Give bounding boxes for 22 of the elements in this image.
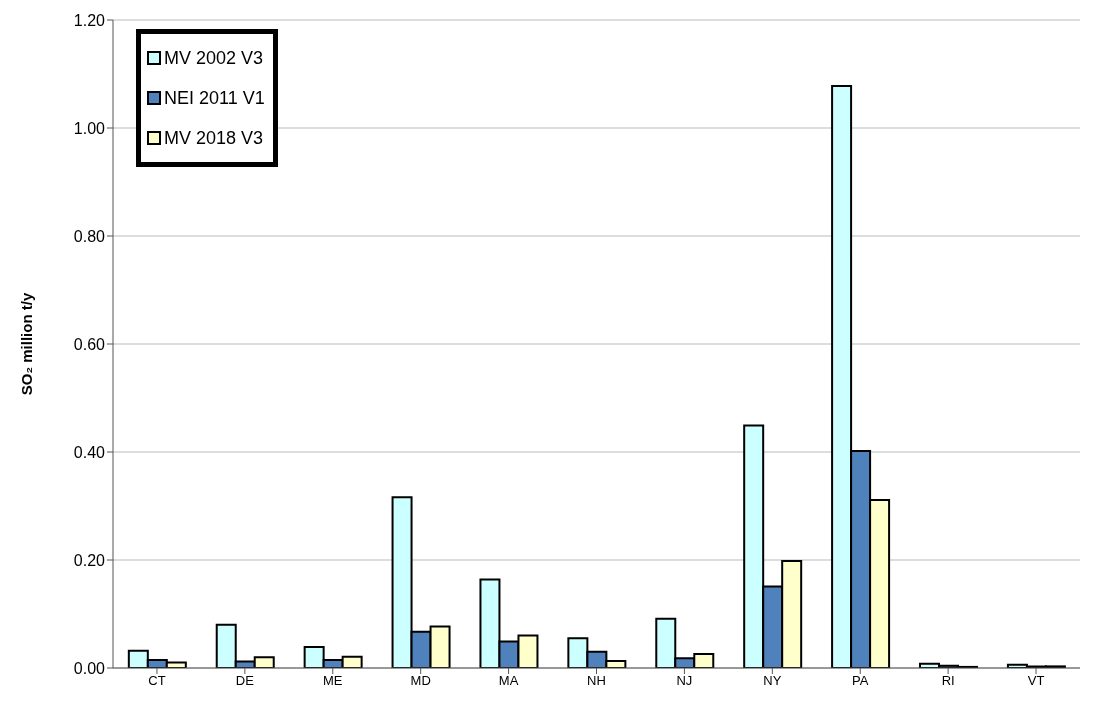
x-tick-label: ME	[323, 673, 343, 689]
y-tick-label: 0.80	[73, 227, 106, 245]
x-tick-label: VT	[1027, 673, 1045, 689]
y-tick-label: 0.20	[73, 551, 106, 569]
x-tick-label: NJ	[676, 673, 693, 689]
x-tick-label: NH	[587, 673, 606, 689]
x-tick-label: CT	[148, 673, 166, 689]
y-axis-title: SO₂ million t/y	[18, 292, 35, 396]
y-tick-label: 1.00	[73, 119, 106, 137]
y-tick-label: 0.00	[73, 659, 106, 677]
x-tick-label: RI	[941, 673, 955, 689]
legend-label: MV 2018 V3	[164, 127, 264, 149]
x-tick-label: PA	[852, 673, 869, 689]
y-tick-label: 1.20	[73, 11, 106, 29]
x-tick-label: MA	[498, 673, 519, 689]
x-tick-label: MD	[410, 673, 431, 689]
legend-label: MV 2002 V3	[164, 47, 264, 69]
legend-label: NEI 2011 V1	[164, 87, 265, 109]
x-tick-label: DE	[235, 673, 255, 689]
x-tick-label: NY	[763, 673, 782, 689]
y-tick-label: 0.40	[73, 443, 106, 461]
y-tick-label: 0.60	[73, 335, 106, 353]
